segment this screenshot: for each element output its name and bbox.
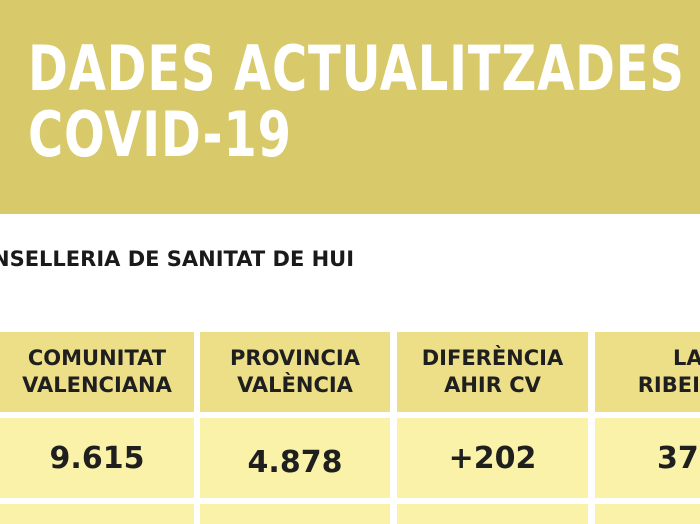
header-line: LA (673, 346, 700, 370)
source-subtitle: NSELLERIA DE SANITAT DE HUI (0, 247, 355, 271)
title-banner: DADES ACTUALITZADES COVID-19 (0, 0, 700, 214)
header-comunitat-valenciana: COMUNITAT VALENCIANA (0, 332, 194, 412)
header-diferencia-ahir-cv: DIFERÈNCIA AHIR CV (397, 332, 588, 412)
header-line: VALÈNCIA (237, 373, 353, 397)
header-line: COMUNITAT (27, 346, 167, 370)
header-line: DIFERÈNCIA (421, 346, 564, 370)
table-row-cell (200, 504, 390, 524)
table-row-cell (397, 504, 588, 524)
header-la-ribera: LA RIBEI (595, 332, 700, 412)
value-diferencia-ahir-cv: +202 (397, 418, 588, 498)
page-title-line-1: DADES ACTUALITZADES (28, 32, 685, 105)
value-comunitat-valenciana: 9.615 (0, 418, 194, 498)
header-provincia-valencia: PROVINCIA VALÈNCIA (200, 332, 390, 412)
table-row-cell (0, 504, 194, 524)
covid-data-table: COMUNITAT VALENCIANA PROVINCIA VALÈNCIA … (0, 330, 700, 524)
header-line: VALENCIANA (22, 373, 172, 397)
header-line: AHIR CV (444, 373, 541, 397)
page-title-line-2: COVID-19 (28, 98, 292, 171)
value-la-ribera: 37 (595, 418, 700, 498)
page-title: DADES ACTUALITZADES COVID-19 (28, 32, 685, 171)
header-line: RIBEI (637, 373, 700, 397)
value-provincia-valencia: 4.878 (200, 418, 390, 498)
table-row-cell (595, 504, 700, 524)
header-line: PROVINCIA (230, 346, 360, 370)
